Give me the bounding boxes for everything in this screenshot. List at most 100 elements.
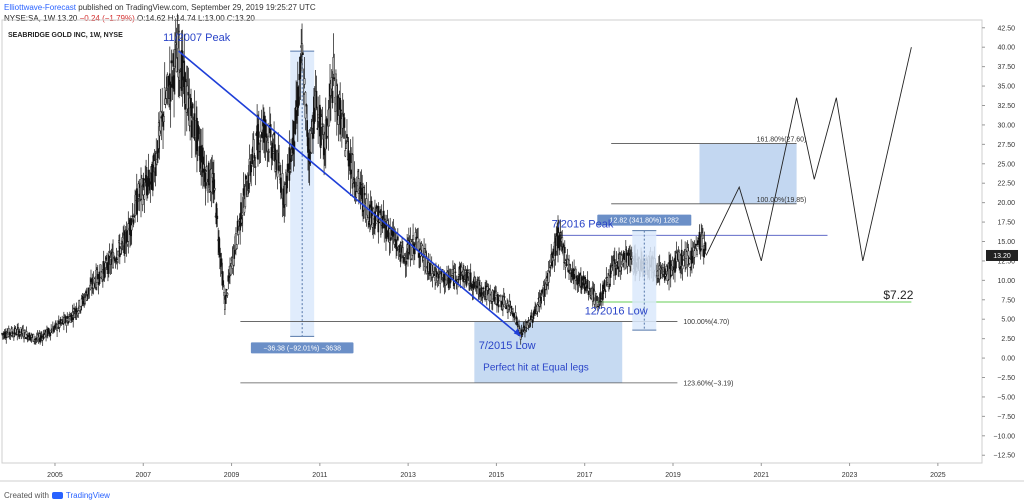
tradingview-logo-icon <box>52 492 63 499</box>
candle-body <box>255 167 256 168</box>
candle-body <box>587 280 588 288</box>
candle-body <box>343 114 344 116</box>
candle-body <box>260 141 261 142</box>
candle-body <box>273 133 274 135</box>
annotation-low-2015: 7/2015 Low <box>479 340 536 352</box>
downtrend-line <box>179 51 521 336</box>
tradingview-link[interactable]: TradingView <box>66 491 110 500</box>
candle-body <box>550 267 551 268</box>
candle-body <box>659 266 660 279</box>
candle-body <box>5 332 6 337</box>
candle-body <box>50 333 51 336</box>
candle-body <box>74 314 75 318</box>
candle-body <box>156 153 157 164</box>
candle-body <box>132 216 133 217</box>
candle-body <box>290 169 291 171</box>
candle-body <box>503 297 504 305</box>
candle-body <box>230 266 231 275</box>
candle-body <box>477 280 478 281</box>
candle-body <box>80 307 81 310</box>
y-tick-label: 20.00 <box>997 200 1015 207</box>
candle-body <box>530 316 531 320</box>
candle-body <box>705 243 706 251</box>
y-tick-label: −5.00 <box>997 394 1015 401</box>
x-tick-label: 2009 <box>224 472 240 479</box>
candle-body <box>20 328 21 335</box>
candle-body <box>385 219 386 220</box>
candle-body <box>396 240 397 247</box>
candle-body <box>332 91 333 103</box>
candle-body <box>417 237 418 238</box>
candle-body <box>125 230 126 231</box>
candle-body <box>423 249 424 255</box>
candle-body <box>216 204 217 224</box>
candle-body <box>68 318 69 321</box>
candle-body <box>173 53 174 66</box>
candle-body <box>82 296 83 299</box>
candle-body <box>286 176 287 193</box>
candle-body <box>368 223 369 224</box>
candle-body <box>226 289 227 290</box>
candle-body <box>361 184 362 185</box>
candle-body <box>238 230 239 234</box>
candle-body <box>516 317 517 319</box>
y-tick-label: 35.00 <box>997 84 1015 91</box>
candle-body <box>44 335 45 338</box>
y-tick-label: 2.50 <box>1001 336 1015 343</box>
candle-body <box>302 53 303 55</box>
y-tick-label: 5.00 <box>1001 317 1015 324</box>
candle-body <box>329 108 330 126</box>
candle-body <box>214 188 215 190</box>
candle-body <box>604 280 605 290</box>
candle-body <box>348 151 349 166</box>
candle-body <box>432 273 433 276</box>
candle-body <box>321 117 322 127</box>
created-with-label: Created with <box>4 491 49 500</box>
candle-body <box>464 280 465 282</box>
candle-body <box>53 328 54 331</box>
candle-body <box>681 250 682 264</box>
candle-body <box>18 328 19 329</box>
candle-body <box>212 174 213 178</box>
y-tick-label: 15.00 <box>997 239 1015 246</box>
candle-body <box>517 322 518 325</box>
candle-body <box>258 132 259 138</box>
candle-body <box>458 275 459 277</box>
candle-body <box>463 270 464 276</box>
candle-body <box>166 91 167 99</box>
candle-body <box>375 223 376 224</box>
candle-body <box>345 150 346 156</box>
y-tick-label: 32.50 <box>997 103 1015 110</box>
candle-body <box>170 84 171 101</box>
candle-body <box>251 165 252 172</box>
candle-body <box>405 265 406 266</box>
candle-body <box>245 186 246 207</box>
candle-body <box>242 213 243 215</box>
candle-body <box>190 98 191 116</box>
candle-body <box>340 110 341 111</box>
x-tick-label: 2019 <box>665 472 681 479</box>
candle-body <box>685 259 686 268</box>
candle-body <box>334 78 335 79</box>
candle-body <box>627 255 628 266</box>
candle-body <box>703 249 704 257</box>
candle-body <box>512 309 513 312</box>
candle-body <box>48 328 49 331</box>
price-chart[interactable]: SEABRIDGE GOLD INC, 1W, NYSE42.5040.0037… <box>0 0 1024 503</box>
candle-body <box>268 151 269 152</box>
candle-body <box>270 124 271 137</box>
candle-body <box>155 168 156 176</box>
candle-body <box>108 255 109 274</box>
candle-body <box>57 328 58 329</box>
candle-body <box>150 182 151 184</box>
candle-body <box>428 263 429 272</box>
candle-body <box>379 222 380 223</box>
candle-body <box>589 288 590 289</box>
candle-body <box>268 136 269 142</box>
last-price-label: 13.20 <box>993 253 1011 260</box>
candle-body <box>498 305 499 307</box>
candle-body <box>25 338 26 339</box>
candle-body <box>471 285 472 288</box>
candle-body <box>16 334 17 335</box>
candle-body <box>304 79 305 85</box>
